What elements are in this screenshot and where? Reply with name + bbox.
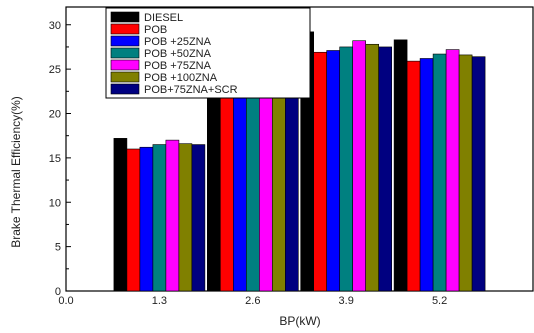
- bar-5-0: [178, 143, 193, 292]
- y-tick-label: 15: [49, 153, 61, 165]
- y-tick-label: 25: [49, 64, 61, 76]
- bar-5-3: [458, 54, 473, 292]
- plot-frame: [65, 6, 534, 292]
- bar-1-0: [126, 148, 141, 292]
- bar-1-2: [313, 51, 328, 292]
- bar-2-3: [419, 58, 434, 292]
- legend-label-5: POB +100ZNA: [144, 72, 218, 84]
- bar-4-0: [165, 139, 180, 292]
- bar-6-2: [378, 46, 393, 292]
- bar-0-3: [393, 39, 408, 292]
- x-axis-label: BP(kW): [279, 314, 320, 328]
- bar-3-2: [339, 46, 354, 292]
- bar-5-1: [271, 77, 286, 292]
- bar-6-1: [284, 79, 299, 292]
- bar-4-1: [258, 72, 273, 292]
- legend-label-3: POB +50ZNA: [144, 48, 212, 60]
- legend-label-0: DIESEL: [144, 12, 183, 24]
- bar-3-3: [432, 53, 447, 292]
- x-tick-label: 5.2: [432, 295, 447, 307]
- legend-swatch-1: [110, 23, 140, 35]
- bar-4-2: [352, 40, 367, 292]
- x-tick-label: 2.6: [245, 295, 260, 307]
- legend-swatch-2: [110, 35, 140, 47]
- y-tick-label: 20: [49, 109, 61, 121]
- y-tick-label: 5: [55, 242, 61, 254]
- x-tick-label: 3.9: [339, 295, 354, 307]
- legend-swatch-0: [110, 11, 140, 23]
- bar-6-0: [191, 144, 206, 292]
- x-tick-label: 1.3: [152, 295, 167, 307]
- bar-4-3: [445, 49, 460, 292]
- bar-3-1: [246, 77, 260, 292]
- bar-3-0: [152, 144, 167, 292]
- bar-1-3: [406, 60, 421, 292]
- bar-1-1: [220, 81, 234, 292]
- y-tick-label: 10: [49, 197, 61, 209]
- bar-0-1: [207, 67, 221, 292]
- bar-5-2: [365, 43, 380, 292]
- y-tick-label: 0: [55, 286, 61, 298]
- bar-6-3: [471, 56, 486, 292]
- legend-swatch-5: [110, 71, 140, 83]
- bar-2-0: [139, 146, 154, 292]
- legend-label-1: POB: [144, 24, 167, 36]
- bar-2-2: [326, 50, 341, 292]
- legend-label-2: POB +25ZNA: [144, 36, 212, 48]
- legend-box: [105, 7, 311, 99]
- legend-swatch-3: [110, 47, 140, 59]
- legend-label-6: POB+75ZNA+SCR: [144, 84, 238, 96]
- y-axis-label: Brake Thermal Efficiency(%): [9, 96, 23, 248]
- bar-2-1: [233, 81, 247, 292]
- legend-label-4: POB +75ZNA: [144, 60, 212, 72]
- legend-swatch-6: [110, 83, 140, 95]
- bar-0-0: [113, 138, 128, 292]
- x-tick-label: 0.0: [58, 295, 73, 307]
- legend-swatch-4: [110, 59, 140, 71]
- y-tick-label: 30: [49, 20, 61, 32]
